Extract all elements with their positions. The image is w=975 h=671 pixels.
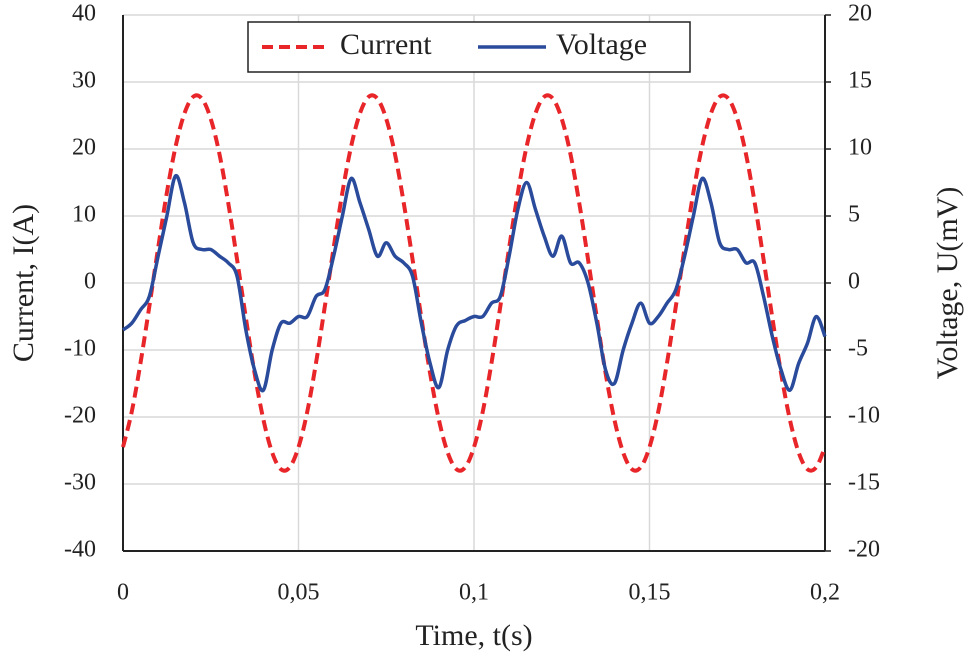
x-axis-title: Time, t(s) [415,619,532,652]
x-tick-label: 0,05 [278,580,320,606]
y2-tick-label: -5 [848,336,868,362]
y2-axis-title: Voltage, U(mV) [931,187,964,380]
y-tick-label: 20 [72,135,96,161]
y-tick-label: 40 [72,1,96,27]
y-tick-label: -10 [64,336,96,362]
x-tick-label: 0,1 [459,580,489,606]
series-line [121,93,827,473]
x-tick-label: 0 [117,580,129,606]
y2-tick-label: 15 [848,68,872,94]
y2-tick-label: -10 [848,403,880,429]
y2-tick-label: 0 [848,269,860,295]
y-tick-label: 30 [72,68,96,94]
x-tick-label: 0,2 [810,580,840,606]
y-tick-label: -40 [64,537,96,563]
y-tick-label: -20 [64,403,96,429]
y2-tick-label: -20 [848,537,880,563]
y2-tick-label: 20 [848,1,872,27]
y-tick-label: -30 [64,470,96,496]
y2-tick-label: 5 [848,202,860,228]
y2-tick-label: 10 [848,135,872,161]
x-tick-label: 0,15 [629,580,671,606]
legend-label: Current [340,28,432,61]
series-line [121,174,827,393]
legend-label: Voltage [556,28,647,61]
y-tick-label: 10 [72,202,96,228]
y2-tick-label: -15 [848,470,880,496]
y-tick-label: 0 [84,269,96,295]
y-axis-title: Current, I(A) [7,204,40,362]
